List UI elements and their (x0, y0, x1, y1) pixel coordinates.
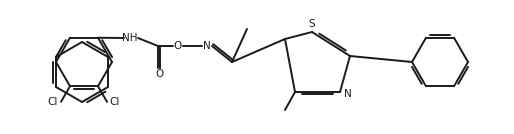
Text: N: N (203, 41, 211, 51)
Text: Cl: Cl (110, 97, 120, 107)
Text: O: O (155, 69, 163, 79)
Text: O: O (174, 41, 182, 51)
Text: NH: NH (122, 33, 138, 43)
Text: N: N (344, 89, 352, 99)
Text: Cl: Cl (48, 97, 58, 107)
Text: S: S (309, 19, 315, 29)
